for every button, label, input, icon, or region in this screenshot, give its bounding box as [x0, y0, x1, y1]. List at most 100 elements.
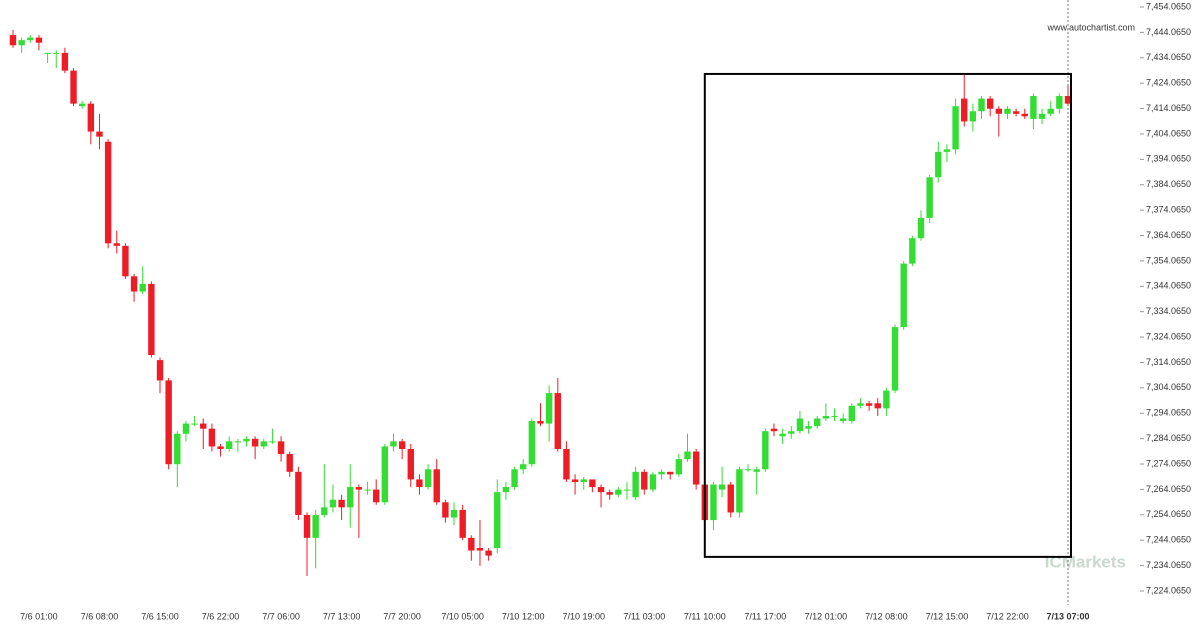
x-tick-label: 7/6 08:00 — [81, 611, 119, 621]
candle-body — [822, 415, 830, 419]
candle-body — [459, 509, 466, 538]
candle-body — [606, 492, 613, 495]
candle-body — [398, 441, 406, 449]
candle-body — [710, 484, 717, 521]
candle-body — [243, 438, 250, 442]
candle-body — [1056, 96, 1063, 109]
candle-body — [589, 479, 596, 488]
candle-body — [355, 487, 363, 490]
x-tick-label: 7/11 03:00 — [623, 611, 665, 621]
candle-body — [9, 35, 17, 46]
candle-body — [1064, 96, 1072, 104]
y-tick-label: 7,254.0650 — [1146, 509, 1191, 519]
x-tick-label: 7/10 12:00 — [502, 611, 545, 621]
x-tick-label: 7/12 22:00 — [986, 611, 1029, 621]
candle-body — [321, 507, 328, 515]
candle-body — [78, 103, 86, 107]
candle-body — [1030, 96, 1037, 119]
candle-body — [44, 52, 51, 54]
candle-body — [303, 514, 311, 538]
candle-body — [476, 547, 484, 551]
candle-body — [753, 469, 760, 472]
candle-body — [1012, 111, 1020, 114]
candle-body — [53, 52, 60, 54]
candle-body — [182, 423, 190, 434]
x-tick-label: 7/10 19:00 — [562, 611, 605, 621]
candle-body — [615, 489, 622, 495]
candle-body — [390, 441, 397, 447]
x-tick-label: 7/11 10:00 — [684, 611, 726, 621]
candle-body — [165, 380, 172, 465]
watermark: www.autochartist.com — [1046, 22, 1135, 32]
candle-body — [338, 499, 345, 508]
candle-body — [104, 141, 112, 244]
candle-body — [528, 421, 536, 465]
y-tick-label: 7,294.0650 — [1146, 408, 1191, 418]
y-tick-label: 7,384.0650 — [1146, 179, 1191, 189]
candle-body — [718, 484, 726, 490]
candle-body — [909, 238, 916, 264]
candle-body — [329, 499, 337, 508]
x-tick-label: 7/6 15:00 — [141, 611, 179, 621]
candle-body — [502, 487, 510, 493]
candle-body — [796, 418, 804, 432]
candle-body — [900, 263, 907, 328]
candle-body — [623, 489, 631, 491]
candle-body — [277, 441, 285, 455]
x-tick-label: 7/7 20:00 — [383, 611, 421, 621]
candle-body — [554, 393, 561, 449]
y-tick-label: 7,394.0650 — [1146, 154, 1191, 164]
candle-body — [805, 426, 812, 429]
candle-body — [641, 471, 648, 490]
y-tick-label: 7,344.0650 — [1146, 281, 1191, 291]
candle-body — [563, 448, 570, 480]
candle-body — [520, 464, 527, 470]
candle-body — [433, 469, 440, 503]
candle-body — [649, 474, 657, 490]
candle-body — [952, 106, 959, 150]
candle-body — [537, 421, 544, 424]
y-tick-label: 7,284.0650 — [1146, 433, 1191, 443]
candle-body — [269, 441, 276, 443]
y-tick-label: 7,444.0650 — [1146, 27, 1191, 37]
y-tick-label: 7,364.0650 — [1146, 230, 1191, 240]
y-tick-label: 7,274.0650 — [1146, 458, 1191, 468]
candle-body — [762, 431, 769, 470]
candle-body — [545, 393, 553, 424]
x-tick-label: 7/7 06:00 — [262, 611, 300, 621]
y-tick-label: 7,244.0650 — [1146, 535, 1191, 545]
candle-body — [961, 98, 968, 122]
x-tick-label: 7/11 17:00 — [744, 611, 786, 621]
candle-body — [139, 283, 146, 292]
y-tick-label: 7,354.0650 — [1146, 255, 1191, 265]
candle-body — [122, 245, 129, 277]
candle-body — [580, 479, 587, 482]
y-tick-label: 7,374.0650 — [1146, 205, 1191, 215]
x-tick-label: 7/12 15:00 — [926, 611, 969, 621]
x-tick-label: 7/7 13:00 — [323, 611, 361, 621]
y-tick-label: 7,224.0650 — [1146, 585, 1191, 595]
x-tick-label: 7/12 08:00 — [865, 611, 908, 621]
candle-body — [831, 415, 838, 417]
candle-body — [372, 489, 380, 503]
y-tick-label: 7,334.0650 — [1146, 306, 1191, 316]
candle-body — [571, 479, 579, 482]
candle-body — [217, 446, 224, 449]
candle-body — [917, 217, 925, 239]
candle-body — [260, 441, 267, 447]
candle-body — [485, 550, 492, 556]
candle-body — [468, 537, 475, 551]
candle-body — [675, 459, 683, 475]
candle-body — [744, 469, 752, 471]
candle-body — [200, 423, 207, 429]
candle-body — [174, 433, 181, 465]
y-tick-label: 7,304.0650 — [1146, 382, 1191, 392]
candle-body — [865, 403, 873, 406]
pattern-box — [703, 72, 1072, 558]
x-tick-label: 7/6 22:00 — [202, 611, 240, 621]
candle-body — [424, 469, 432, 488]
y-tick-label: 7,454.0650 — [1146, 1, 1191, 11]
candle-body — [692, 451, 700, 485]
candle-body — [295, 471, 302, 515]
